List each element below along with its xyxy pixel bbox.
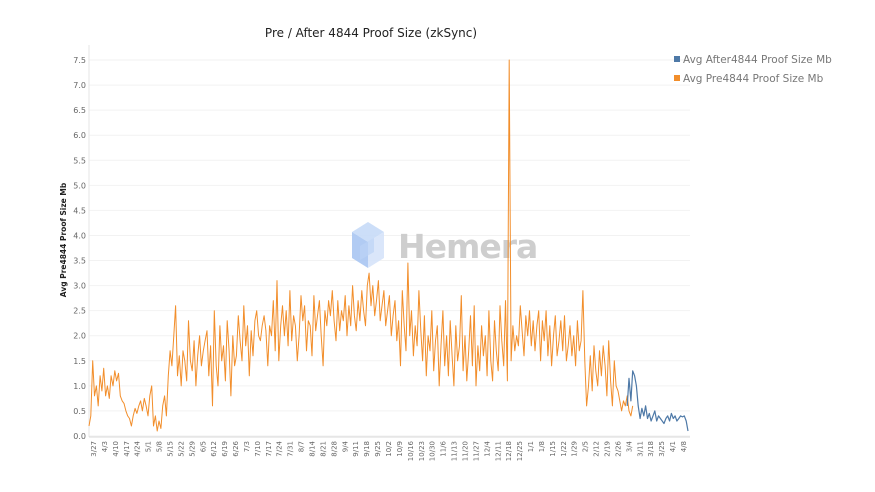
y-tick-label: 3.5 xyxy=(73,257,86,266)
y-tick-label: 4.5 xyxy=(73,206,86,215)
x-tick-label: 1/1 xyxy=(527,441,535,452)
x-tick-label: 12/11 xyxy=(494,441,502,461)
x-tick-label: 5/1 xyxy=(145,441,153,452)
y-tick-label: 6.0 xyxy=(73,131,86,140)
x-tick-label: 12/18 xyxy=(505,441,513,461)
legend: Avg After4844 Proof Size Mb Avg Pre4844 … xyxy=(674,54,832,85)
legend-swatch-after4844 xyxy=(674,56,680,62)
y-tick-label: 3.0 xyxy=(73,282,86,291)
x-tick-label: 11/27 xyxy=(472,441,480,461)
x-tick-label: 3/25 xyxy=(658,441,666,457)
x-tick-label: 1/15 xyxy=(549,441,557,457)
y-tick-label: 5.5 xyxy=(73,156,86,165)
x-tick-label: 8/7 xyxy=(298,441,306,452)
x-tick-label: 6/26 xyxy=(232,440,240,456)
x-tick-label: 4/8 xyxy=(680,441,688,452)
x-tick-label: 7/17 xyxy=(265,441,273,457)
x-tick-label: 2/26 xyxy=(614,440,622,456)
y-tick-labels: 0.0 0.5 1.0 1.5 2.0 2.5 3.0 3.5 4.0 4.5 5.0 5.5 6.0 6… xyxy=(73,56,86,441)
y-tick-label: 0.0 xyxy=(73,432,86,441)
x-tick-label: 9/25 xyxy=(374,441,382,457)
gridlines xyxy=(89,59,690,437)
x-tick-label: 11/20 xyxy=(461,441,469,461)
x-tick-label: 4/1 xyxy=(669,441,677,452)
x-tick-label: 7/31 xyxy=(287,441,295,457)
x-tick-label: 5/29 xyxy=(188,441,196,457)
series-line-after4844 xyxy=(626,370,689,432)
x-tick-label: 1/8 xyxy=(538,441,546,452)
x-tick-label: 3/4 xyxy=(625,440,633,452)
x-tick-label: 12/25 xyxy=(516,441,524,461)
x-tick-label: 5/22 xyxy=(177,441,185,457)
x-tick-label: 2/19 xyxy=(604,441,612,457)
x-tick-label: 6/12 xyxy=(210,441,218,457)
x-tick-label: 10/23 xyxy=(418,441,426,461)
y-tick-label: 7.0 xyxy=(73,81,86,90)
y-axis-label: Avg Pre4844 Proof Size Mb xyxy=(59,182,68,297)
x-tick-label: 12/4 xyxy=(483,440,491,456)
x-tick-label: 5/8 xyxy=(156,441,164,452)
y-tick-label: 1.5 xyxy=(73,357,86,366)
x-tick-label: 2/12 xyxy=(593,441,601,457)
x-tick-label: 8/21 xyxy=(319,441,327,457)
x-tick-label: 6/5 xyxy=(199,441,207,452)
x-tick-label: 8/28 xyxy=(330,441,338,457)
x-tick-label: 4/17 xyxy=(123,441,131,457)
x-tick-label: 10/16 xyxy=(407,440,415,461)
x-tick-label: 11/13 xyxy=(451,441,459,461)
x-tick-label: 7/3 xyxy=(243,441,251,452)
x-tick-label: 7/24 xyxy=(276,440,284,456)
y-tick-label: 5.0 xyxy=(73,181,86,190)
x-tick-label: 9/18 xyxy=(363,441,371,457)
x-tick-label: 3/27 xyxy=(90,441,98,457)
x-tick-label: 11/6 xyxy=(440,440,448,456)
legend-swatch-pre4844 xyxy=(674,75,680,81)
x-tick-label: 10/2 xyxy=(385,441,393,457)
x-tick-label: 6/19 xyxy=(221,441,229,457)
x-tick-label: 4/3 xyxy=(101,441,109,452)
x-tick-labels: 3/27 4/3 4/10 4/17 4/24 5/1 5/8 5/15 5/22 5/29 6/5… xyxy=(90,440,688,461)
hemera-watermark: Hemera xyxy=(352,222,538,268)
y-tick-label: 0.5 xyxy=(73,407,86,416)
x-tick-label: 9/11 xyxy=(352,441,360,457)
x-tick-label: 10/9 xyxy=(396,441,404,457)
y-tick-label: 2.5 xyxy=(73,307,86,316)
watermark-text: Hemera xyxy=(398,227,537,266)
legend-label-after4844: Avg After4844 Proof Size Mb xyxy=(683,54,832,66)
x-tick-label: 4/24 xyxy=(134,440,142,456)
x-tick-label: 5/15 xyxy=(166,441,174,457)
chart-title: Pre / After 4844 Proof Size (zkSync) xyxy=(265,26,477,40)
x-tick-label: 1/22 xyxy=(560,441,568,457)
x-tick-label: 10/30 xyxy=(429,441,437,461)
y-tick-label: 1.0 xyxy=(73,382,86,391)
x-tick-label: 3/11 xyxy=(636,441,644,457)
y-tick-label: 7.5 xyxy=(73,56,86,65)
x-tick-label: 1/29 xyxy=(571,441,579,457)
y-tick-label: 2.0 xyxy=(73,332,86,341)
hemera-logo-icon xyxy=(352,222,384,268)
y-tick-label: 4.0 xyxy=(73,231,86,240)
x-tick-label: 4/10 xyxy=(112,441,120,457)
x-tick-label: 8/14 xyxy=(309,440,317,456)
x-tick-label: 3/18 xyxy=(647,441,655,457)
series-line-pre4844 xyxy=(88,59,634,432)
x-tick-label: 7/10 xyxy=(254,441,262,457)
x-tick-label: 9/4 xyxy=(341,440,349,452)
legend-label-pre4844: Avg Pre4844 Proof Size Mb xyxy=(683,73,824,85)
x-tick-label: 2/5 xyxy=(582,441,590,452)
y-tick-label: 6.5 xyxy=(73,106,86,115)
